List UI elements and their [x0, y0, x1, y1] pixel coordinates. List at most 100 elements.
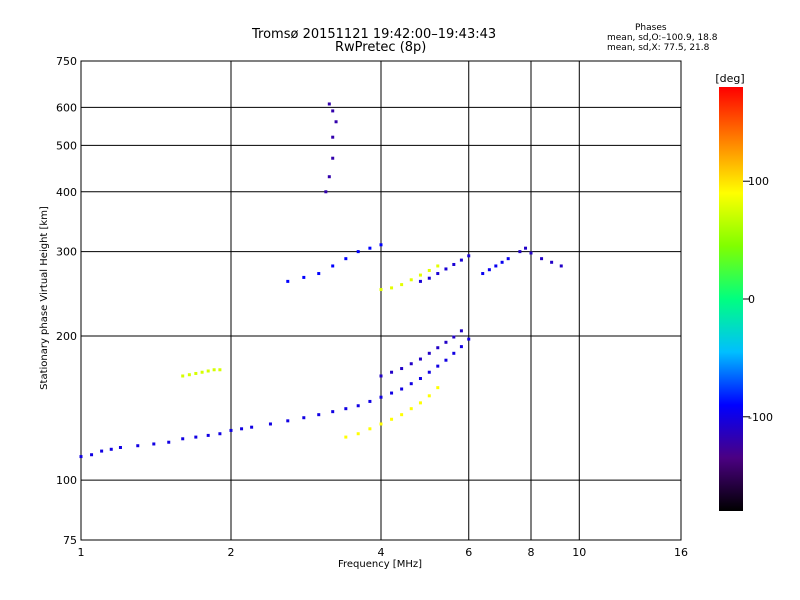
data-point: [427, 276, 431, 280]
data-point: [400, 387, 404, 391]
data-point: [331, 410, 335, 414]
y-tick-label: 400: [56, 186, 77, 199]
x-tick-label: 10: [572, 546, 586, 559]
x-tick-label: 1: [78, 546, 85, 559]
data-point: [331, 156, 335, 160]
data-point: [229, 428, 233, 432]
data-point: [409, 278, 413, 282]
data-point: [356, 432, 360, 436]
data-point: [379, 422, 383, 426]
data-point: [206, 369, 210, 373]
data-point: [444, 267, 448, 271]
data-point: [212, 368, 216, 372]
data-point: [436, 346, 440, 350]
data-point: [218, 368, 222, 372]
y-tick-label: 500: [56, 139, 77, 152]
data-point: [268, 422, 272, 426]
data-point: [379, 395, 383, 399]
data-point: [494, 264, 498, 268]
data-point: [452, 351, 456, 355]
data-point: [409, 382, 413, 386]
x-tick-label: 2: [228, 546, 235, 559]
data-point: [331, 109, 335, 113]
x-tick-label: 4: [378, 546, 385, 559]
colorbar-tick-label: 0: [748, 293, 755, 306]
data-point: [418, 273, 422, 277]
data-point: [218, 432, 222, 436]
data-point: [418, 401, 422, 405]
data-point: [427, 370, 431, 374]
x-axis-label: Frequency [MHz]: [338, 559, 422, 570]
chart-subtitle: RwPretec (8p): [335, 40, 427, 55]
data-point: [540, 257, 544, 261]
data-point: [136, 444, 140, 448]
data-point: [409, 362, 413, 366]
data-point: [344, 257, 348, 261]
data-point: [331, 264, 335, 268]
data-point: [344, 435, 348, 439]
data-point: [206, 433, 210, 437]
data-point: [409, 407, 413, 411]
data-point: [444, 340, 448, 344]
data-point: [181, 437, 185, 441]
colorbar-label: [deg]: [715, 72, 744, 85]
data-point: [100, 449, 104, 453]
data-point: [152, 442, 156, 446]
y-tick-label: 200: [56, 330, 77, 343]
data-point: [324, 190, 328, 194]
data-point: [286, 279, 290, 283]
colorbar-tick-label: 100: [748, 175, 769, 188]
chart-title: Tromsø 20151121 19:42:00–19:43:43: [252, 27, 497, 42]
data-point: [427, 394, 431, 398]
data-point: [524, 246, 528, 250]
data-point: [400, 283, 404, 287]
data-point: [167, 440, 171, 444]
data-point: [356, 250, 360, 254]
data-point: [418, 377, 422, 381]
y-axis-label: Stationary phase Virtual Height [km]: [39, 206, 50, 390]
data-point: [331, 135, 335, 139]
data-point: [559, 264, 563, 268]
y-tick-label: 600: [56, 101, 77, 114]
data-point: [194, 371, 198, 375]
data-point: [109, 447, 113, 451]
data-point: [327, 175, 331, 179]
data-point: [379, 374, 383, 378]
phase-stats-o: mean, sd,O:–100.9, 18.8: [607, 33, 718, 43]
data-point: [286, 419, 290, 423]
data-point: [187, 373, 191, 377]
data-point: [356, 404, 360, 408]
data-points: [79, 102, 563, 459]
data-point: [390, 370, 394, 374]
data-point: [467, 337, 471, 341]
colorbar-ticks: 100 0 -100: [743, 175, 773, 424]
data-point: [327, 102, 331, 106]
data-point: [436, 364, 440, 368]
data-point: [436, 386, 440, 390]
data-point: [79, 455, 83, 459]
y-tick-label: 750: [56, 55, 77, 68]
data-point: [459, 329, 463, 333]
data-point: [452, 335, 456, 339]
data-point: [118, 445, 122, 449]
data-point: [317, 272, 321, 276]
data-point: [334, 120, 338, 124]
data-point: [390, 286, 394, 290]
data-point: [436, 272, 440, 276]
data-point: [481, 272, 485, 276]
data-point: [200, 370, 204, 374]
phase-stats-heading: Phases: [635, 23, 667, 33]
y-axis-ticks: 75 100 200 300 400 500 600 750: [56, 55, 77, 547]
data-point: [390, 417, 394, 421]
data-point: [368, 246, 372, 250]
data-point: [500, 260, 504, 264]
data-point: [379, 288, 383, 292]
data-point: [240, 427, 244, 431]
data-point: [302, 416, 306, 420]
data-point: [418, 279, 422, 283]
data-point: [400, 367, 404, 371]
data-point: [368, 427, 372, 431]
data-point: [390, 391, 394, 395]
data-point: [302, 275, 306, 279]
